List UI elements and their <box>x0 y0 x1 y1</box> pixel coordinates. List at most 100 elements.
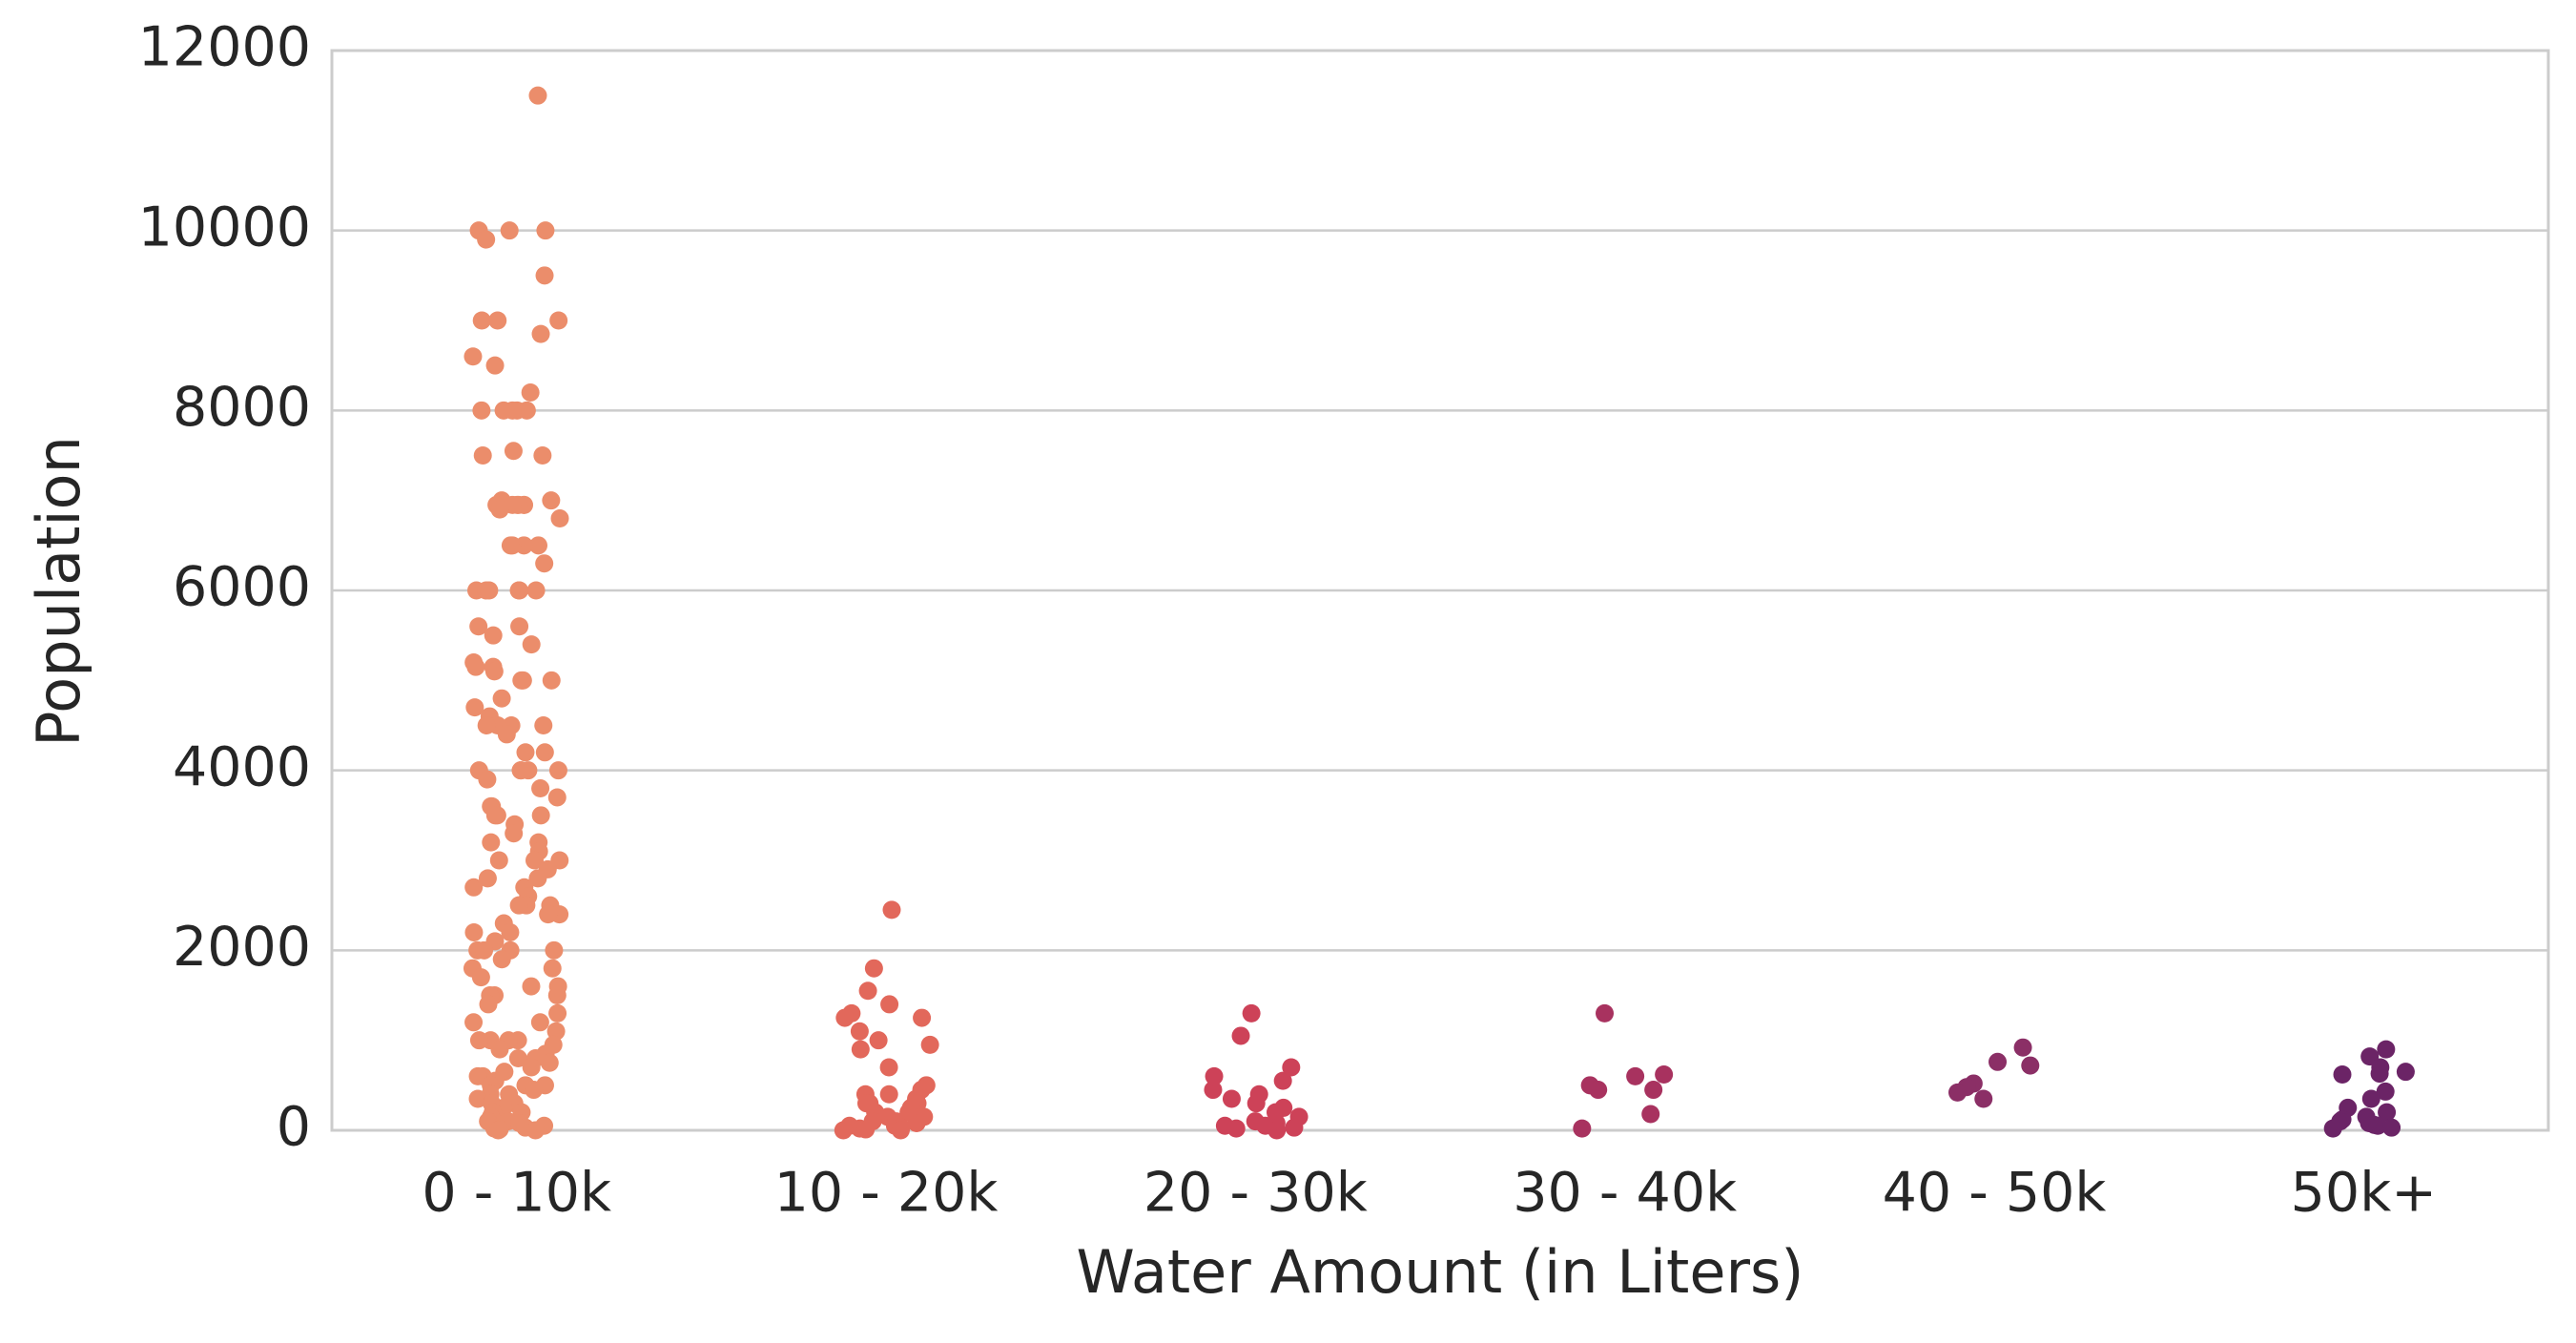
point <box>509 896 528 915</box>
x-axis-label: Water Amount (in Liters) <box>1077 1237 1804 1307</box>
point <box>920 1035 939 1054</box>
point <box>535 266 554 285</box>
point <box>542 491 561 510</box>
x-tick-label: 40 - 50k <box>1883 1162 2107 1225</box>
point <box>490 500 509 519</box>
point <box>466 657 485 676</box>
point <box>464 347 483 366</box>
point <box>533 446 552 465</box>
point <box>545 940 564 960</box>
point <box>2376 1082 2395 1101</box>
point <box>1282 1058 1301 1077</box>
point <box>480 581 499 600</box>
point <box>505 824 524 843</box>
y-tick-label: 12000 <box>138 16 311 79</box>
point <box>469 617 488 636</box>
point <box>526 1121 545 1140</box>
point <box>2382 1118 2401 1137</box>
point <box>1267 1121 1287 1140</box>
point <box>509 581 528 600</box>
y-tick-label: 2000 <box>173 916 311 979</box>
point <box>2396 1063 2415 1082</box>
y-tick-label: 8000 <box>173 376 311 439</box>
point <box>501 536 520 555</box>
point <box>834 1121 853 1140</box>
point <box>1655 1065 1674 1085</box>
point <box>522 977 541 996</box>
point <box>864 959 883 978</box>
point <box>543 959 562 978</box>
point <box>531 779 550 798</box>
point <box>549 311 568 330</box>
point <box>525 851 544 870</box>
point <box>465 698 484 717</box>
x-tick-label: 20 - 30k <box>1144 1162 1368 1225</box>
point <box>484 626 503 645</box>
point <box>540 1053 559 1072</box>
point <box>2013 1038 2032 1057</box>
point <box>880 995 899 1014</box>
point <box>2333 1065 2352 1085</box>
point <box>1226 1119 1246 1138</box>
point <box>1596 1003 1615 1023</box>
point <box>879 1085 898 1104</box>
point <box>1205 1066 1224 1085</box>
point <box>550 509 569 528</box>
point <box>484 662 504 681</box>
point <box>522 635 541 654</box>
point <box>485 356 505 375</box>
point <box>531 324 550 343</box>
point <box>490 1040 509 1059</box>
point <box>497 725 516 744</box>
point <box>858 981 877 1001</box>
point <box>516 743 535 762</box>
point <box>1573 1119 1592 1138</box>
point <box>482 833 501 852</box>
point <box>492 689 511 708</box>
point <box>891 1121 910 1140</box>
point <box>1242 1003 1261 1023</box>
point <box>2378 1103 2397 1122</box>
point <box>471 968 490 987</box>
point <box>1947 1083 1967 1102</box>
point <box>464 878 484 897</box>
point <box>488 1121 507 1140</box>
point <box>468 1089 487 1108</box>
point <box>2377 1040 2396 1059</box>
x-tick-label: 30 - 40k <box>1513 1162 1737 1225</box>
point <box>547 986 567 1004</box>
point <box>536 221 555 240</box>
point <box>882 900 901 919</box>
point <box>526 581 546 600</box>
point <box>2368 1116 2387 1135</box>
point <box>528 86 547 105</box>
point <box>1285 1118 1304 1137</box>
point <box>513 671 532 690</box>
point <box>1626 1066 1645 1085</box>
point <box>534 716 553 734</box>
point <box>548 761 567 780</box>
point <box>488 311 507 330</box>
point <box>907 1113 926 1132</box>
point <box>1641 1105 1660 1124</box>
point <box>547 788 567 807</box>
point <box>478 869 497 888</box>
point <box>478 770 497 789</box>
y-tick-label: 0 <box>277 1096 311 1159</box>
point <box>535 554 554 573</box>
point <box>464 922 484 941</box>
point <box>869 1031 888 1050</box>
point <box>517 401 536 420</box>
point <box>1589 1081 1608 1100</box>
point <box>2361 1089 2380 1108</box>
y-tick-label: 10000 <box>138 196 311 258</box>
point <box>1989 1052 2008 1071</box>
point <box>2370 1064 2389 1084</box>
point <box>1204 1081 1223 1100</box>
point <box>521 382 540 402</box>
point <box>850 1022 869 1041</box>
point <box>475 940 494 960</box>
point <box>472 401 491 420</box>
point <box>1222 1089 1241 1108</box>
